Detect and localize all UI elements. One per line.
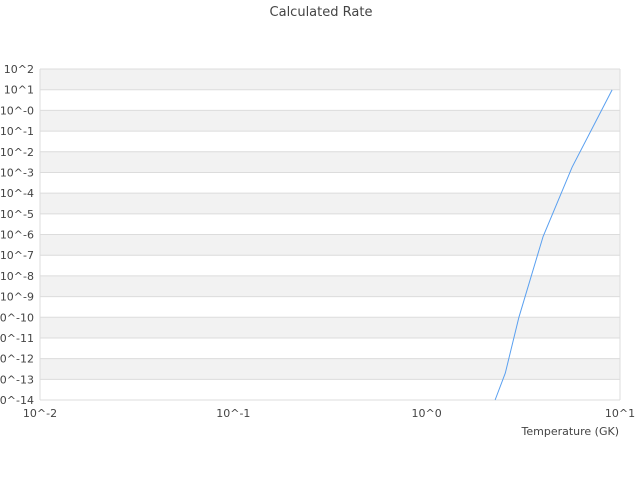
x-tick-label: 10^1 — [605, 407, 635, 420]
y-tick-label: 10^-10 — [0, 311, 34, 324]
x-tick-label: 10^-2 — [23, 407, 57, 420]
background-band — [40, 275, 620, 297]
y-tick-label: 10^-9 — [0, 291, 34, 304]
y-tick-label: 10^-6 — [0, 229, 34, 242]
y-tick-label: 10^-8 — [0, 270, 34, 283]
background-band — [40, 151, 620, 173]
y-tick-label: 10^-7 — [0, 249, 34, 262]
background-band — [40, 110, 620, 132]
y-tick-label: 10^-13 — [0, 373, 34, 386]
y-tick-label: 10^-14 — [0, 394, 34, 407]
y-tick-label: 10^1 — [4, 84, 34, 97]
y-tick-label: 10^-12 — [0, 353, 34, 366]
x-axis-label: Temperature (GK) — [521, 425, 620, 438]
y-tick-label: 10^-4 — [0, 187, 34, 200]
x-tick-label: 10^-1 — [216, 407, 250, 420]
background-band — [40, 317, 620, 338]
y-tick-label: 10^2 — [4, 63, 34, 76]
y-tick-label: 10^-3 — [0, 166, 34, 179]
background-band — [40, 193, 620, 214]
rate-series-line — [494, 89, 613, 401]
y-tick-label: 10^-11 — [0, 332, 34, 345]
y-tick-label: 10^-2 — [0, 146, 34, 159]
y-tick-label: 10^-0 — [0, 104, 34, 117]
chart-title: Calculated Rate — [270, 5, 373, 20]
background-band — [40, 358, 620, 380]
x-tick-label: 10^0 — [412, 407, 442, 420]
y-tick-label: 10^-5 — [0, 208, 34, 221]
background-band — [40, 234, 620, 256]
background-band — [40, 69, 620, 90]
y-tick-label: 10^-1 — [0, 125, 34, 138]
